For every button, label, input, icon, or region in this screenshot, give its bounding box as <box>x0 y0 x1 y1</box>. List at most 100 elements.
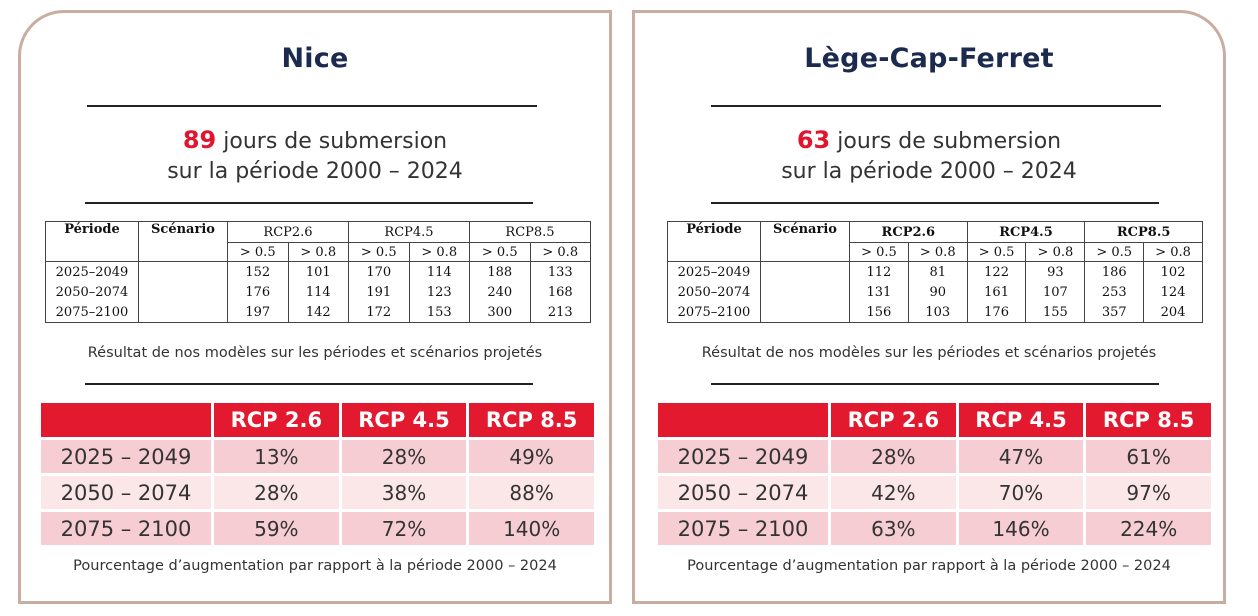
cell-value: 197 <box>227 302 289 323</box>
cell-value: 146% <box>958 512 1084 545</box>
cell-value: 97% <box>1086 476 1211 509</box>
row-period: 2050 – 2074 <box>41 476 211 509</box>
subheader: > 0.5 <box>1084 242 1145 262</box>
cell-value: 186 <box>1084 261 1145 282</box>
cell-value: 59% <box>214 512 339 545</box>
cell-value: 131 <box>849 282 909 302</box>
header-rcp26: RCP 2.6 <box>831 403 956 437</box>
header-rcp85: RCP8.5 <box>469 221 591 243</box>
row-period: 2025–2049 <box>45 261 139 282</box>
cell-value: 168 <box>529 282 591 302</box>
subheader: > 0.8 <box>408 242 470 262</box>
divider <box>85 202 533 204</box>
header-rcp26: RCP2.6 <box>227 221 349 243</box>
days-text: jours de submersion <box>216 129 448 154</box>
period-text: sur la période 2000 – 2024 <box>167 159 463 184</box>
cell-value: 124 <box>1143 282 1203 302</box>
cell-value: 107 <box>1025 282 1086 302</box>
cell-value: 155 <box>1025 302 1086 323</box>
cell-value: 357 <box>1084 302 1145 323</box>
subheader: > 0.5 <box>849 242 909 262</box>
header-periode: Période <box>667 221 761 262</box>
cell-value: 123 <box>408 282 470 302</box>
subheader: > 0.8 <box>907 242 968 262</box>
header-scenario: Scénario <box>760 221 850 262</box>
header-rcp26: RCP2.6 <box>849 221 968 243</box>
divider <box>711 202 1159 204</box>
model-caption: Résultat de nos modèles sur les périodes… <box>701 345 1157 361</box>
city-card-nice: Nice 89 jours de submersion sur la pério… <box>18 10 612 604</box>
city-card-lege-cap-ferret: Lège-Cap-Ferret 63 jours de submersion s… <box>632 10 1226 604</box>
cell-value: 103 <box>907 302 968 323</box>
cell-value: 188 <box>469 261 531 282</box>
days-count: 89 <box>182 126 217 154</box>
subheader: > 0.8 <box>1143 242 1203 262</box>
header-rcp45: RCP4.5 <box>966 221 1086 243</box>
table-row: 2050–2074 131 90 161 107 253 124 <box>667 282 1203 302</box>
cell-value: 213 <box>529 302 591 323</box>
cell-value: 133 <box>529 261 591 282</box>
table-row: 2075–2100 156 103 176 155 357 204 <box>667 302 1203 323</box>
cell-value: 13% <box>214 440 339 473</box>
row-period: 2050–2074 <box>667 282 761 302</box>
cell-value: 81 <box>907 261 968 282</box>
header-rcp85: RCP8.5 <box>1084 221 1203 243</box>
percentage-table: RCP 2.6 RCP 4.5 RCP 8.5 2025 – 2049 28% … <box>655 400 1214 548</box>
submersion-summary: 63 jours de submersion sur la période 20… <box>635 125 1223 187</box>
subheader: > 0.5 <box>966 242 1027 262</box>
cell-value: 72% <box>341 512 467 545</box>
city-title: Lège-Cap-Ferret <box>804 43 1054 74</box>
cell-value: 204 <box>1143 302 1203 323</box>
cell-value: 176 <box>966 302 1027 323</box>
row-period: 2025–2049 <box>667 261 761 282</box>
percentage-caption: Pourcentage d’augmentation par rapport à… <box>73 558 557 574</box>
percentage-table: RCP 2.6 RCP 4.5 RCP 8.5 2025 – 2049 13% … <box>38 400 597 548</box>
cell-value: 152 <box>227 261 289 282</box>
header-empty <box>658 403 828 437</box>
percentage-caption: Pourcentage d’augmentation par rapport à… <box>687 558 1171 574</box>
row-period: 2050 – 2074 <box>658 476 828 509</box>
table-row: 2050 – 2074 28% 38% 88% <box>41 476 594 509</box>
header-empty <box>41 403 211 437</box>
divider <box>711 383 1159 385</box>
submersion-summary: 89 jours de submersion sur la période 20… <box>21 125 609 187</box>
subheader: > 0.8 <box>529 242 591 262</box>
cell-value: 90 <box>907 282 968 302</box>
cell-value: 49% <box>469 440 594 473</box>
table-row: 2075 – 2100 63% 146% 224% <box>658 512 1211 545</box>
header-scenario: Scénario <box>138 221 228 262</box>
subheader: > 0.8 <box>1025 242 1086 262</box>
model-results-table: Période Scénario RCP2.6 RCP4.5 RCP8.5 > … <box>667 221 1203 323</box>
cell-value: 156 <box>849 302 909 323</box>
cell-value: 114 <box>287 282 349 302</box>
city-title: Nice <box>281 43 349 74</box>
cell-value: 253 <box>1084 282 1145 302</box>
days-text: jours de submersion <box>830 129 1062 154</box>
cell-value: 114 <box>408 261 470 282</box>
cell-value: 140% <box>469 512 594 545</box>
header-periode: Période <box>45 221 139 262</box>
cell-value: 28% <box>831 440 956 473</box>
cell-value: 28% <box>214 476 339 509</box>
row-scenario <box>138 282 228 302</box>
cell-value: 38% <box>341 476 467 509</box>
cell-value: 28% <box>341 440 467 473</box>
divider <box>87 105 537 107</box>
table-row: 2025–2049 112 81 122 93 186 102 <box>667 261 1203 282</box>
cell-value: 142 <box>287 302 349 323</box>
row-period: 2075 – 2100 <box>658 512 828 545</box>
header-rcp45: RCP4.5 <box>348 221 470 243</box>
row-period: 2075 – 2100 <box>41 512 211 545</box>
cell-value: 93 <box>1025 261 1086 282</box>
row-period: 2025 – 2049 <box>658 440 828 473</box>
model-caption: Résultat de nos modèles sur les périodes… <box>87 345 543 361</box>
header-rcp85: RCP 8.5 <box>469 403 594 437</box>
subheader: > 0.8 <box>287 242 349 262</box>
cell-value: 240 <box>469 282 531 302</box>
row-scenario <box>138 261 228 282</box>
cell-value: 42% <box>831 476 956 509</box>
header-rcp45: RCP 4.5 <box>958 403 1084 437</box>
cell-value: 101 <box>287 261 349 282</box>
cell-value: 102 <box>1143 261 1203 282</box>
cell-value: 122 <box>966 261 1027 282</box>
